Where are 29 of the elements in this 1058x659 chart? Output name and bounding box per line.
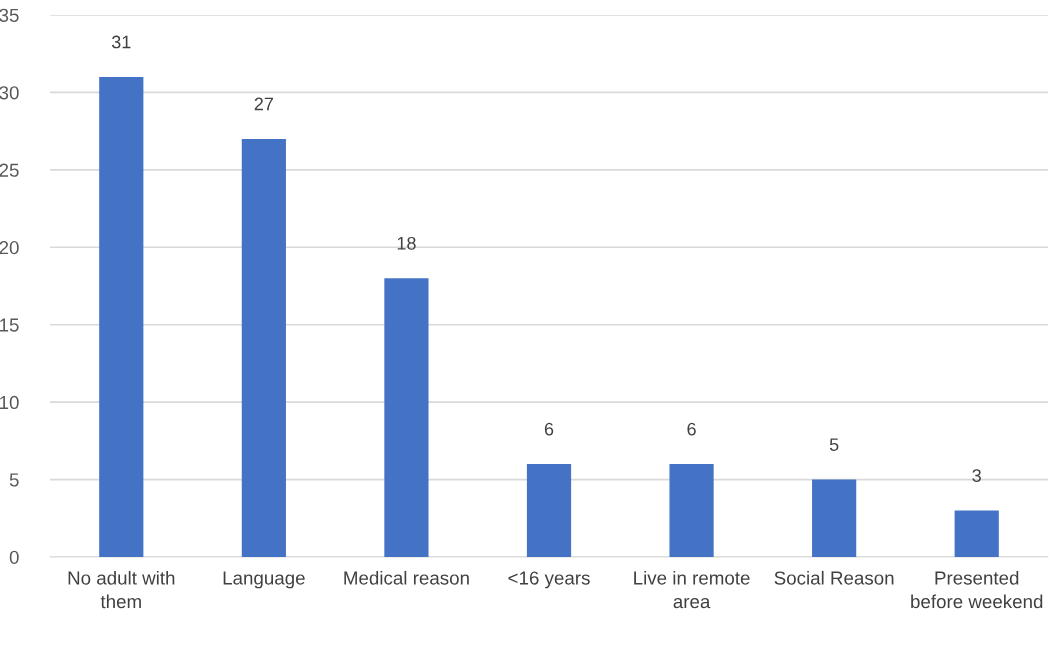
x-tick-label: Live in remote area: [634, 570, 750, 609]
x-tick-label: No adult with them: [68, 570, 175, 609]
bar: [669, 464, 714, 557]
y-tick-label: 10: [0, 395, 19, 410]
bar: [954, 510, 999, 557]
bar: [812, 479, 857, 557]
data-label: 18: [397, 236, 416, 250]
bar: [99, 76, 144, 557]
x-tick-label: Language: [223, 571, 305, 589]
y-tick-label: 25: [0, 163, 19, 177]
data-label: 27: [254, 97, 273, 111]
x-tick-label: Presented before weekend: [911, 570, 1043, 609]
data-label: 6: [544, 422, 554, 436]
x-tick-label: <16 years: [508, 571, 590, 589]
y-tick-label: 0: [9, 550, 19, 564]
y-tick-label: 20: [0, 240, 19, 255]
bar: [384, 278, 429, 557]
data-label: 3: [972, 469, 981, 482]
y-tick-label: 35: [0, 8, 19, 22]
bar: [241, 138, 286, 557]
data-label: 6: [687, 422, 696, 436]
y-tick-label: 15: [0, 318, 19, 332]
y-tick-label: 5: [9, 473, 19, 487]
data-label: 5: [829, 438, 839, 451]
y-tick-label: 30: [0, 86, 19, 100]
x-tick-label: Medical reason: [344, 570, 469, 585]
bar: [526, 464, 572, 557]
x-tick-label: Social Reason: [774, 570, 894, 585]
data-label: 31: [111, 35, 131, 49]
